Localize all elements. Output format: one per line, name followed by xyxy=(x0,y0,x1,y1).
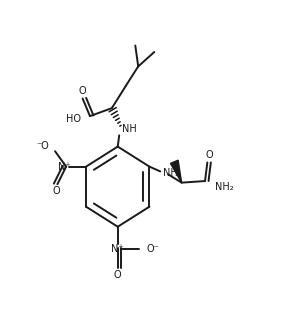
Text: O⁻: O⁻ xyxy=(146,244,159,254)
Polygon shape xyxy=(171,160,182,183)
Text: O: O xyxy=(52,186,60,196)
Text: NH₂: NH₂ xyxy=(215,182,234,192)
Text: O: O xyxy=(205,150,213,160)
Text: ⁻O: ⁻O xyxy=(36,141,49,151)
Text: N⁺: N⁺ xyxy=(111,244,124,254)
Text: NH: NH xyxy=(122,124,137,134)
Text: HO: HO xyxy=(66,114,81,124)
Text: O: O xyxy=(114,270,121,280)
Text: O: O xyxy=(79,86,86,96)
Text: N⁺: N⁺ xyxy=(59,162,71,172)
Text: NH: NH xyxy=(163,168,178,178)
